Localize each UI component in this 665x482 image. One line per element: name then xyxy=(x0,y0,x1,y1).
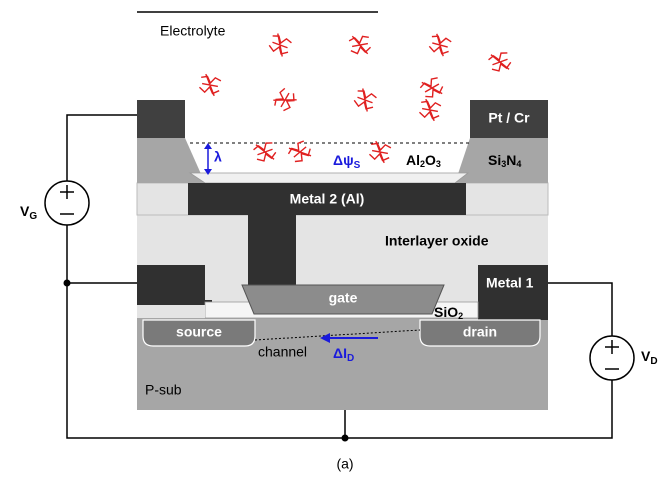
molecule xyxy=(368,140,391,163)
delta-psi-label: ΔψS xyxy=(333,152,361,171)
junction xyxy=(342,435,349,442)
al2o3-layer xyxy=(190,173,468,183)
diagram: Electrolyte Pt / Cr λ ΔψS Al2O3 Si3N4 VG… xyxy=(0,0,665,482)
molecule xyxy=(348,33,371,56)
gate-label: gate xyxy=(329,290,358,306)
caption: (a) xyxy=(336,456,353,472)
molecules xyxy=(198,32,512,166)
interlayer-label: Interlayer oxide xyxy=(385,233,489,249)
metal1-right xyxy=(478,265,548,320)
molecule xyxy=(271,86,298,113)
oxide-left xyxy=(137,305,205,318)
page: {"labels": { "electrolyte": "Electrolyte… xyxy=(0,0,665,482)
metal2-label: Metal 2 (Al) xyxy=(290,191,365,207)
molecule xyxy=(487,49,513,75)
vg-label: VG xyxy=(20,203,37,222)
molecule xyxy=(267,32,293,58)
pt-cr-left xyxy=(137,100,185,138)
vd-label: VD xyxy=(641,348,658,367)
source-label: source xyxy=(176,324,222,340)
pt-cr-label: Pt / Cr xyxy=(488,110,530,126)
molecule xyxy=(418,74,445,101)
metal1-label: Metal 1 xyxy=(486,275,534,291)
metal2-via xyxy=(248,215,296,287)
psub-label: P-sub xyxy=(145,382,182,398)
metal1-left xyxy=(137,265,212,305)
junction xyxy=(64,280,71,287)
al2o3-label: Al2O3 xyxy=(406,152,441,170)
electrolyte-label: Electrolyte xyxy=(160,23,226,39)
molecule xyxy=(286,138,314,166)
molecule xyxy=(418,98,441,121)
molecule xyxy=(198,73,221,96)
molecule xyxy=(352,87,378,113)
lambda-label: λ xyxy=(214,149,222,165)
drain-label: drain xyxy=(463,324,497,340)
channel-label: channel xyxy=(258,344,307,360)
molecule xyxy=(428,33,452,57)
